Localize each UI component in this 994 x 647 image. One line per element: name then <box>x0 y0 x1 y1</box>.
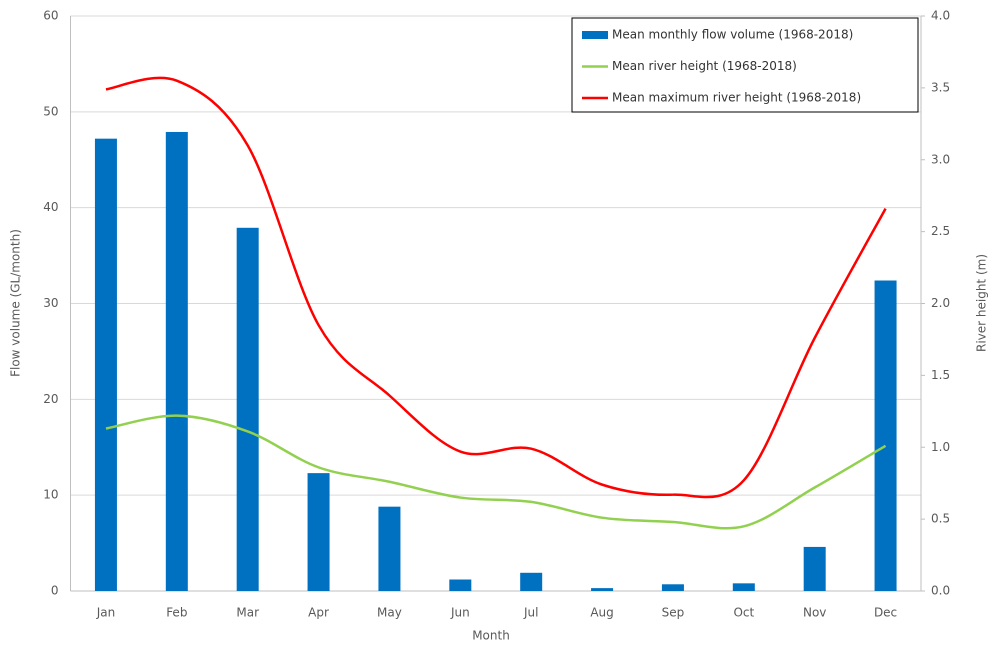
x-tick-label: Sep <box>662 606 685 620</box>
bar <box>165 131 188 592</box>
y-axis-label: Flow volume (GL/month) <box>9 229 23 377</box>
bar <box>94 138 117 591</box>
y2-tick-label: 1.0 <box>931 440 950 454</box>
x-tick-label: Feb <box>166 606 187 620</box>
legend-label: Mean river height (1968-2018) <box>612 59 797 73</box>
y-tick-label: 50 <box>43 104 58 118</box>
line <box>105 414 887 530</box>
x-tick-label: Nov <box>803 606 826 620</box>
x-tick-label: Dec <box>874 606 897 620</box>
y-tick-label: 60 <box>43 9 58 23</box>
x-axis-label: Month <box>472 629 510 643</box>
bar <box>378 506 401 591</box>
y2-tick-label: 0.5 <box>931 512 950 526</box>
legend-swatch <box>582 31 608 39</box>
legend-label: Mean monthly flow volume (1968-2018) <box>612 28 853 42</box>
x-tick-label: Aug <box>590 606 613 620</box>
bar <box>661 584 684 591</box>
x-tick-label: Apr <box>308 606 329 620</box>
x-tick-label: Jan <box>96 606 116 620</box>
bar <box>803 546 826 591</box>
y2-tick-label: 3.5 <box>931 80 950 94</box>
y-tick-label: 30 <box>43 296 58 310</box>
y-tick-label: 20 <box>43 392 58 406</box>
x-tick-label: Mar <box>236 606 259 620</box>
bar <box>236 227 259 591</box>
y2-axis-label: River height (m) <box>975 254 989 352</box>
line <box>105 76 887 499</box>
x-tick-label: May <box>377 606 402 620</box>
y2-tick-label: 2.5 <box>931 224 950 238</box>
legend-box <box>571 17 919 113</box>
x-tick-label: Jul <box>523 606 538 620</box>
bar <box>874 280 897 591</box>
x-tick-label: Oct <box>733 606 754 620</box>
y2-tick-label: 1.5 <box>931 368 950 382</box>
y2-tick-label: 4.0 <box>931 9 950 23</box>
x-tick-label: Jun <box>450 606 470 620</box>
y-tick-label: 40 <box>43 200 58 214</box>
bar <box>520 572 543 591</box>
legend: Mean monthly flow volume (1968-2018) Mean… <box>571 17 919 113</box>
y2-tick-label: 2.0 <box>931 296 950 310</box>
bar <box>307 473 330 591</box>
bar <box>732 583 755 591</box>
y2-tick-label: 0.0 <box>931 584 950 598</box>
bar <box>449 579 472 591</box>
y2-tick-label: 3.0 <box>931 152 950 166</box>
bar <box>591 588 614 591</box>
y-tick-label: 0 <box>51 584 59 598</box>
y-tick-label: 10 <box>43 488 58 502</box>
legend-label: Mean maximum river height (1968-2018) <box>612 91 861 105</box>
